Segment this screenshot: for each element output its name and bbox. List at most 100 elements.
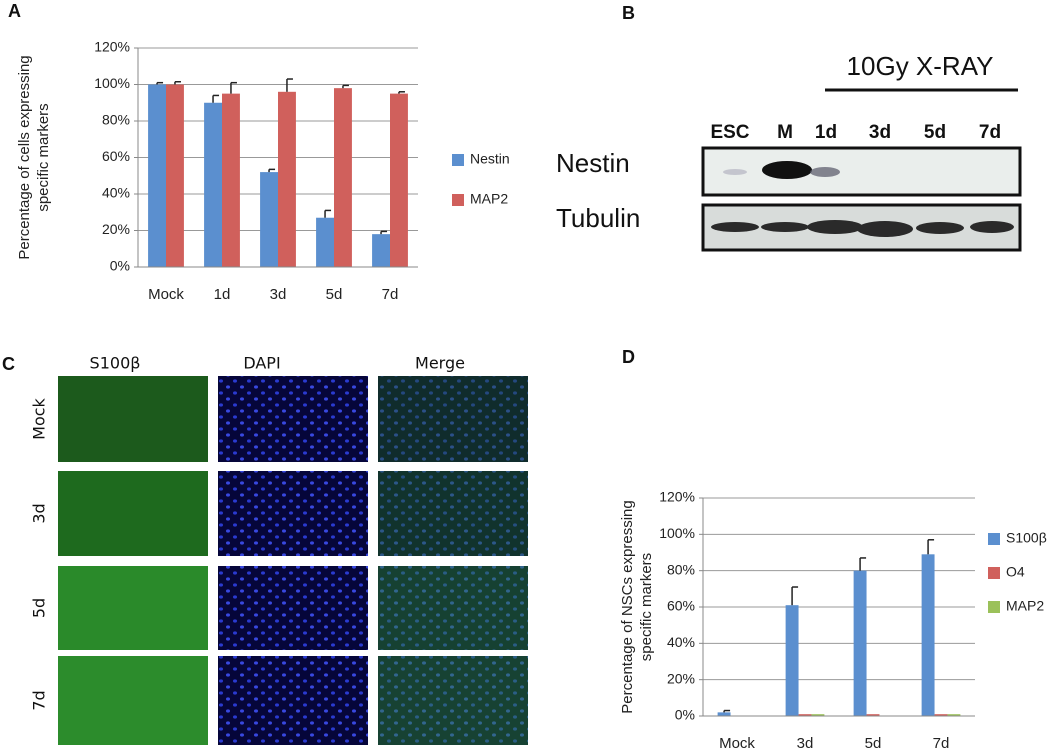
error-bar (398, 91, 405, 94)
error-bar (342, 84, 349, 89)
y-axis-label: specific markers (638, 553, 655, 661)
y-tick-label: 100% (94, 75, 130, 91)
error-bar (286, 78, 293, 92)
x-tick-label: Mock (719, 735, 755, 752)
error-bar (859, 557, 867, 571)
y-tick-label: 100% (659, 525, 695, 541)
bar (921, 554, 935, 716)
micrograph (218, 656, 368, 745)
merge-overlay (378, 656, 528, 745)
bar (316, 217, 334, 267)
error-bar (723, 709, 731, 713)
y-tick-label: 40% (667, 634, 695, 650)
micrograph (378, 376, 528, 462)
bar (148, 84, 166, 267)
error-bar (927, 539, 935, 555)
bar (166, 84, 184, 267)
y-tick-label: 0% (110, 258, 130, 274)
legend-label: S100β (1006, 530, 1047, 546)
error-bar (380, 230, 388, 235)
error-bar (268, 168, 276, 173)
lane-label: M (777, 122, 793, 143)
bar (934, 714, 948, 716)
error-bar (212, 94, 220, 103)
error-bar (156, 81, 164, 85)
bar (853, 570, 867, 716)
micrograph (378, 471, 528, 556)
merge-overlay (378, 566, 528, 650)
column-label: DAPI (243, 354, 280, 373)
panel-letter: B (622, 3, 635, 23)
x-tick-label: 5d (326, 286, 343, 303)
band (857, 221, 913, 237)
y-tick-label: 0% (675, 707, 695, 723)
blot-box (701, 146, 1022, 197)
micrograph (58, 566, 208, 650)
bar (390, 93, 408, 267)
y-tick-label: 60% (667, 598, 695, 614)
panel-letter: C (2, 354, 15, 374)
lane-label: ESC (710, 122, 749, 143)
panel-letter: A (8, 1, 21, 21)
band (970, 221, 1014, 233)
bar (947, 714, 961, 716)
treatment-label: 10Gy X-RAY (847, 51, 994, 81)
legend-swatch (988, 533, 1000, 545)
band (761, 222, 809, 232)
column-label: Merge (415, 354, 465, 373)
y-tick-label: 20% (102, 221, 130, 237)
bar (334, 88, 352, 268)
merge-overlay (378, 376, 528, 462)
error-bar (230, 81, 237, 94)
legend-swatch (988, 567, 1000, 579)
merge-overlay (378, 471, 528, 556)
y-axis-label: specific markers (35, 103, 52, 211)
legend-label: MAP2 (470, 191, 508, 207)
bar (785, 605, 799, 716)
band (711, 222, 759, 232)
row-label: Tubulin (556, 203, 640, 233)
micrograph (378, 566, 528, 650)
micrograph (218, 471, 368, 556)
band (762, 161, 812, 179)
micrograph (378, 656, 528, 745)
error-bar (791, 586, 799, 606)
band (807, 220, 863, 234)
legend-label: Nestin (470, 151, 510, 167)
tubulin-bands (711, 220, 1014, 237)
bar (866, 714, 880, 716)
y-tick-label: 80% (102, 112, 130, 128)
y-axis-label: Percentage of cells expressing (16, 55, 33, 259)
lane-label: 5d (924, 122, 946, 143)
x-tick-label: 3d (797, 735, 814, 752)
lane-label: 3d (869, 122, 891, 143)
legend-swatch (452, 154, 464, 166)
y-tick-label: 40% (102, 185, 130, 201)
x-tick-label: 7d (382, 286, 399, 303)
lane-label: 7d (979, 122, 1001, 143)
band (810, 167, 840, 177)
bar (798, 714, 812, 716)
row-label: 3d (30, 503, 49, 523)
column-label: S100β (90, 354, 141, 373)
y-axis-label: Percentage of NSCs expressing (619, 500, 636, 713)
band (723, 169, 747, 175)
y-tick-label: 120% (659, 489, 695, 505)
bar (222, 93, 240, 267)
y-tick-label: 80% (667, 561, 695, 577)
row-label: 7d (30, 690, 49, 710)
row-label: 5d (30, 598, 49, 618)
x-tick-label: 5d (865, 735, 882, 752)
x-tick-label: 3d (270, 286, 287, 303)
row-label: Nestin (556, 148, 630, 178)
x-tick-label: 7d (933, 735, 950, 752)
bar (260, 172, 278, 267)
bar (204, 102, 222, 267)
bar (278, 91, 296, 267)
lane-label: 1d (815, 122, 837, 143)
micrograph (58, 471, 208, 556)
x-tick-label: Mock (148, 286, 184, 303)
micrograph (218, 566, 368, 650)
bar (811, 714, 825, 716)
